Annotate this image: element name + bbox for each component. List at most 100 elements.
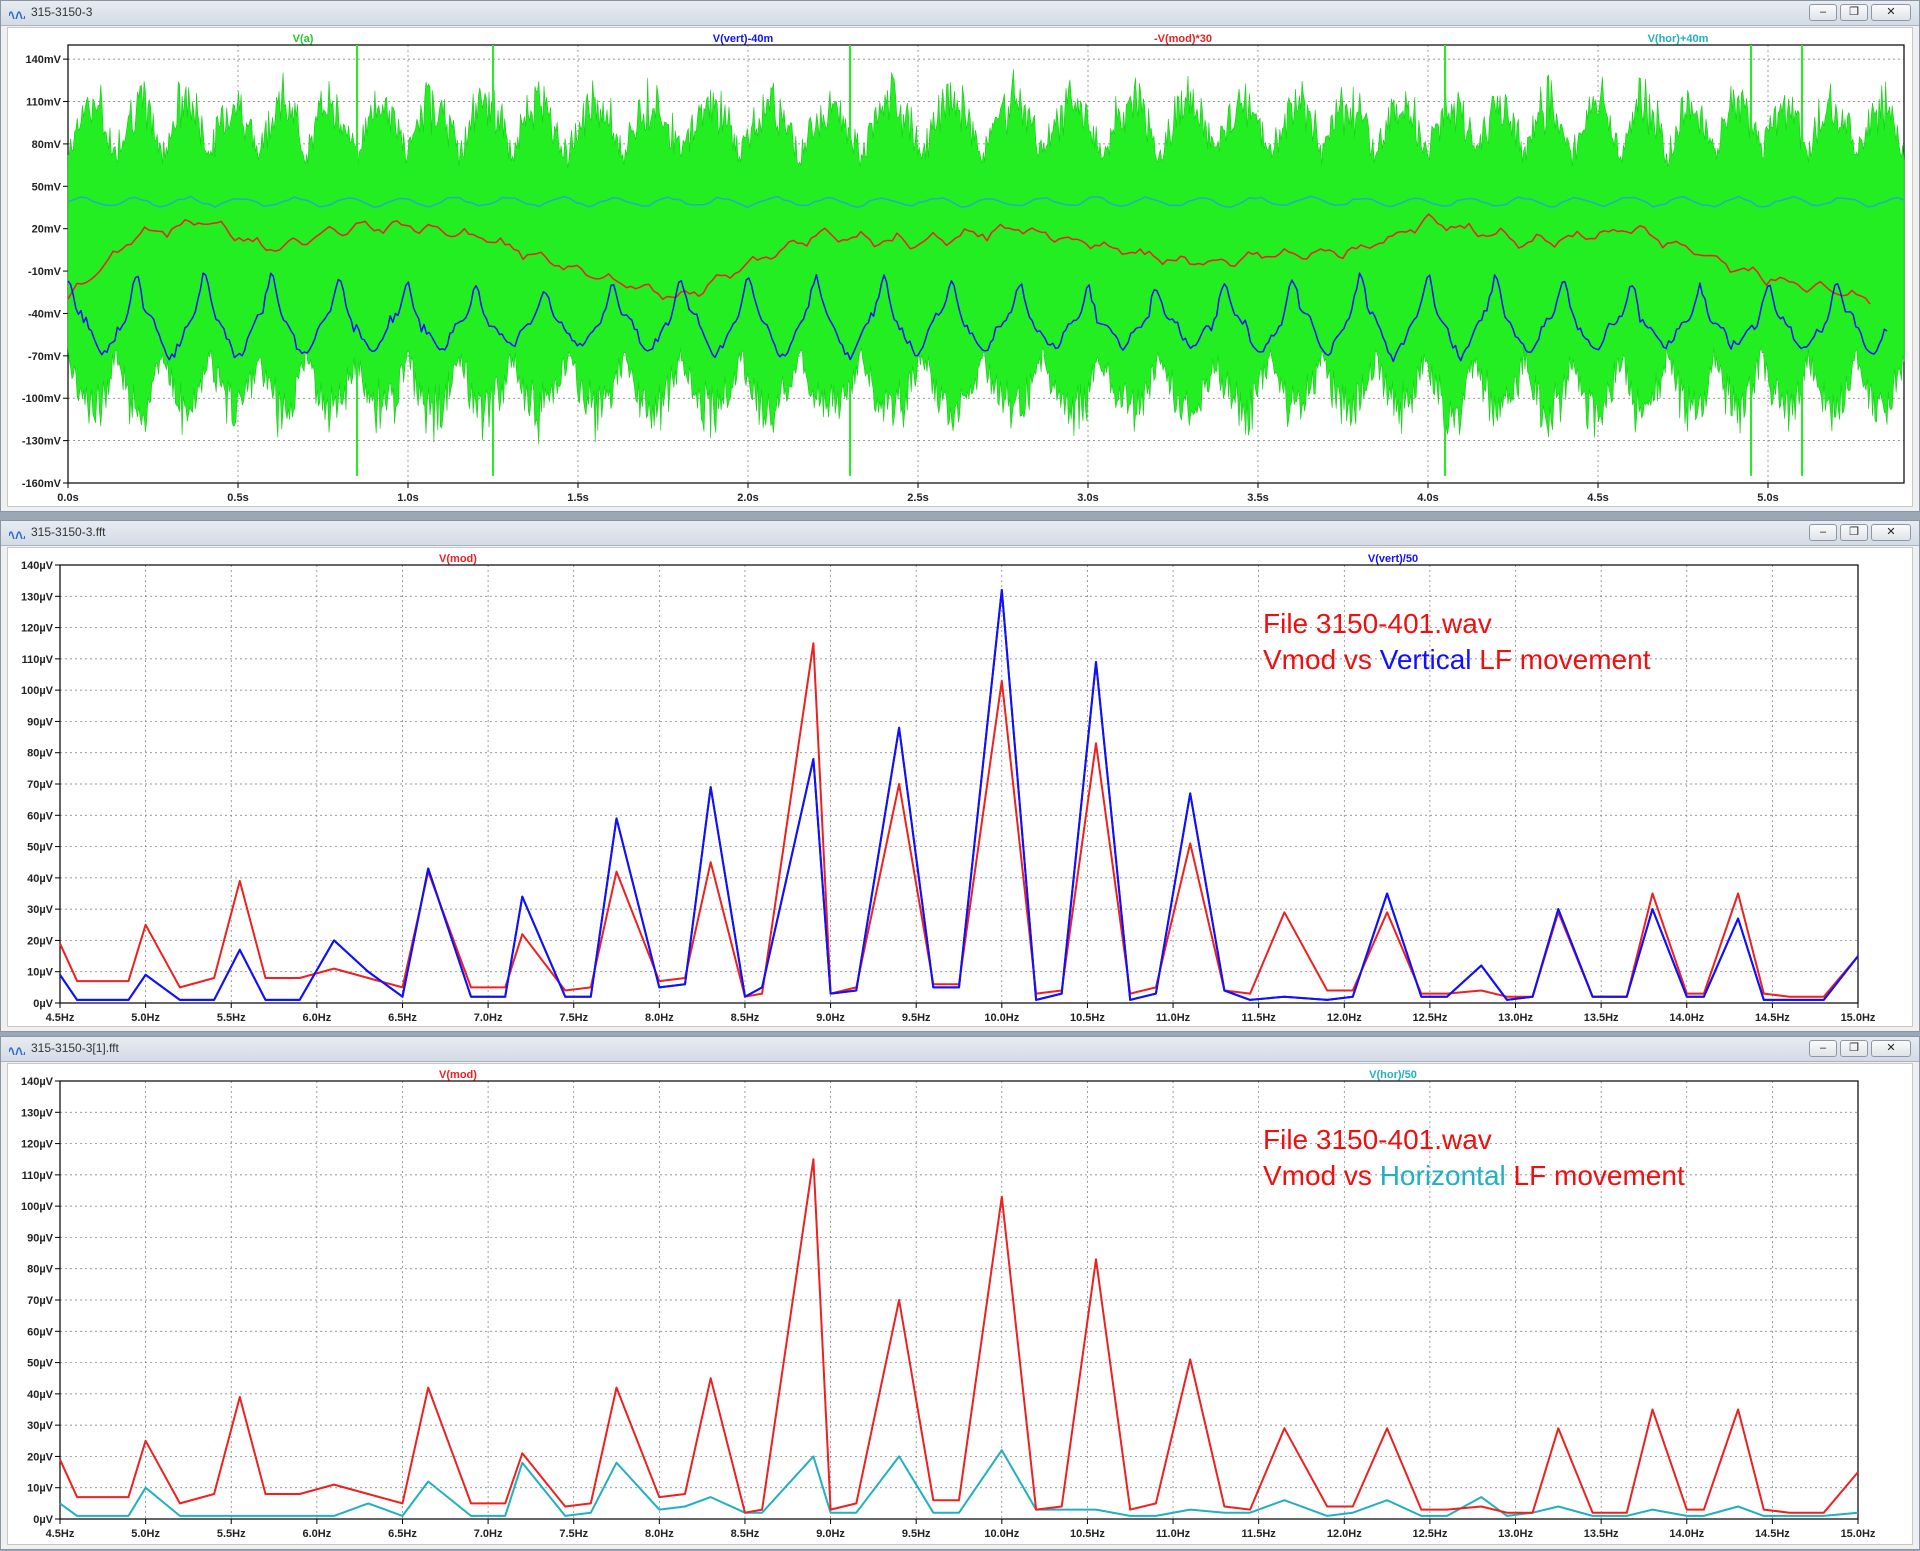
x-tick-label: 8.0Hz bbox=[645, 1528, 674, 1540]
x-tick-label: 14.5Hz bbox=[1755, 1528, 1790, 1540]
y-tick-label: 40µV bbox=[27, 1389, 54, 1401]
x-tick-label: 14.5Hz bbox=[1755, 1012, 1790, 1024]
x-tick-label: 11.0Hz bbox=[1156, 1528, 1191, 1540]
plot-frame bbox=[59, 1080, 1859, 1520]
trace-v-a bbox=[67, 69, 1905, 445]
y-tick-label: 30µV bbox=[27, 1420, 54, 1432]
y-tick-label: 80µV bbox=[27, 748, 54, 760]
y-tick-label: 130µV bbox=[21, 1107, 54, 1119]
close-button[interactable]: ✕ bbox=[1871, 1040, 1911, 1057]
close-button[interactable]: ✕ bbox=[1871, 4, 1911, 21]
x-tick-label: 13.5Hz bbox=[1584, 1528, 1619, 1540]
x-tick-label: 6.5Hz bbox=[388, 1528, 417, 1540]
minimize-icon: – bbox=[1819, 1042, 1827, 1054]
y-tick-label: 60µV bbox=[27, 810, 54, 822]
title-bar[interactable]: 315-3150-3[1].fft – ❐ ✕ bbox=[1, 1037, 1919, 1062]
y-tick-label: 50µV bbox=[27, 1358, 54, 1370]
x-tick-label: 7.5Hz bbox=[559, 1012, 588, 1024]
restore-icon: ❐ bbox=[1849, 526, 1859, 538]
x-tick-label: 9.5Hz bbox=[902, 1528, 931, 1540]
x-tick-label: 12.5Hz bbox=[1412, 1012, 1447, 1024]
legend-trace-label: V(vert)-40m bbox=[713, 33, 774, 45]
y-tick-label: 20µV bbox=[27, 1451, 54, 1463]
x-tick-label: 6.0Hz bbox=[302, 1012, 331, 1024]
y-tick-label: -10mV bbox=[28, 266, 62, 278]
x-tick-label: 12.0Hz bbox=[1327, 1012, 1362, 1024]
minimize-icon: – bbox=[1819, 6, 1827, 18]
y-tick-label: -40mV bbox=[28, 308, 62, 320]
x-tick-label: 6.0Hz bbox=[302, 1528, 331, 1540]
title-bar[interactable]: 315-3150-3 – ❐ ✕ bbox=[1, 1, 1919, 26]
x-tick-label: 14.0Hz bbox=[1669, 1012, 1704, 1024]
trace-v-vert-overlay bbox=[59, 589, 1859, 1001]
waveform-window[interactable]: 315-3150-3 – ❐ ✕ 0.0s 0.5s 1.0s 1.5s 2.0s 2.5… bbox=[0, 0, 1920, 512]
y-tick-label: -160mV bbox=[22, 478, 62, 490]
legend-trace-label: -V(mod)*30 bbox=[1154, 33, 1212, 45]
plot-area[interactable]: 4.5Hz 5.0Hz 5.5Hz 6.0Hz 6.5Hz 7.0Hz 7.5Hz 8.0Hz… bbox=[7, 547, 1913, 1027]
y-tick-label: 20µV bbox=[27, 935, 54, 947]
y-tick-label: -130mV bbox=[22, 436, 62, 448]
x-tick-label: 3.5s bbox=[1247, 492, 1268, 504]
x-tick-label: 10.0Hz bbox=[984, 1528, 1019, 1540]
restore-button[interactable]: ❐ bbox=[1840, 524, 1868, 541]
x-tick-label: 5.0Hz bbox=[131, 1528, 160, 1540]
x-tick-label: 9.0Hz bbox=[816, 1012, 845, 1024]
plot-area[interactable]: 4.5Hz 5.0Hz 5.5Hz 6.0Hz 6.5Hz 7.0Hz 7.5Hz 8.0Hz… bbox=[7, 1063, 1913, 1545]
fft-vertical-plot[interactable]: 4.5Hz 5.0Hz 5.5Hz 6.0Hz 6.5Hz 7.0Hz 7.5Hz 8.0Hz… bbox=[8, 548, 1914, 1028]
title-bar[interactable]: 315-3150-3.fft – ❐ ✕ bbox=[1, 521, 1919, 546]
waveform-app-icon bbox=[9, 11, 25, 19]
x-tick-label: 9.0Hz bbox=[816, 1528, 845, 1540]
waveform-plot[interactable]: 0.0s 0.5s 1.0s 1.5s 2.0s 2.5s 3.0s 3.5s 4.0s 4.5s… bbox=[8, 28, 1914, 508]
minimize-button[interactable]: – bbox=[1809, 1040, 1837, 1057]
annotation-file-name: File 3150-401.wav bbox=[1263, 1124, 1492, 1155]
x-tick-label: 1.5s bbox=[567, 492, 588, 504]
y-tick-label: 130µV bbox=[21, 591, 54, 603]
x-tick-label: 1.0s bbox=[397, 492, 418, 504]
x-tick-label: 5.5Hz bbox=[217, 1012, 246, 1024]
y-tick-label: -100mV bbox=[22, 393, 62, 405]
y-tick-label: 140mV bbox=[26, 54, 62, 66]
y-tick-label: 140µV bbox=[21, 560, 54, 572]
x-tick-label: 13.0Hz bbox=[1498, 1012, 1533, 1024]
y-tick-label: 60µV bbox=[27, 1326, 54, 1338]
x-tick-label: 7.5Hz bbox=[559, 1528, 588, 1540]
y-tick-label: 110mV bbox=[26, 97, 62, 109]
restore-icon: ❐ bbox=[1849, 6, 1859, 18]
window-title: 315-3150-3[1].fft bbox=[31, 1041, 119, 1055]
x-tick-label: 5.0Hz bbox=[131, 1012, 160, 1024]
x-tick-label: 6.5Hz bbox=[388, 1012, 417, 1024]
annotation-description: Vmod vs Vertical LF movement bbox=[1263, 644, 1651, 675]
minimize-button[interactable]: – bbox=[1809, 4, 1837, 21]
plot-area[interactable]: 0.0s 0.5s 1.0s 1.5s 2.0s 2.5s 3.0s 3.5s 4.0s 4.5s… bbox=[7, 27, 1913, 507]
x-tick-label: 13.0Hz bbox=[1498, 1528, 1533, 1540]
minimize-icon: – bbox=[1819, 526, 1827, 538]
x-tick-label: 13.5Hz bbox=[1584, 1012, 1619, 1024]
x-tick-label: 5.0s bbox=[1757, 492, 1778, 504]
y-tick-label: 90µV bbox=[27, 1232, 54, 1244]
annotation-file-name: File 3150-401.wav bbox=[1263, 608, 1492, 639]
x-tick-label: 0.0s bbox=[57, 492, 78, 504]
fft-vertical-window[interactable]: 315-3150-3.fft – ❐ ✕ 4.5Hz 5.0Hz 5.5Hz 6.0H… bbox=[0, 520, 1920, 1032]
y-tick-label: 0µV bbox=[33, 998, 53, 1010]
plot-frame bbox=[59, 564, 1859, 1004]
close-button[interactable]: ✕ bbox=[1871, 524, 1911, 541]
fft-horizontal-plot[interactable]: 4.5Hz 5.0Hz 5.5Hz 6.0Hz 6.5Hz 7.0Hz 7.5Hz 8.0Hz… bbox=[8, 1064, 1914, 1546]
legend-trace-label: V(hor)+40m bbox=[1648, 33, 1709, 45]
y-tick-label: 140µV bbox=[21, 1076, 54, 1088]
y-tick-label: 40µV bbox=[27, 873, 54, 885]
fft-horizontal-window[interactable]: 315-3150-3[1].fft – ❐ ✕ 4.5Hz 5.0Hz 5.5Hz 6… bbox=[0, 1036, 1920, 1550]
y-tick-label: 100µV bbox=[21, 1201, 54, 1213]
restore-button[interactable]: ❐ bbox=[1840, 1040, 1868, 1057]
x-tick-label: 14.0Hz bbox=[1669, 1528, 1704, 1540]
trace-v-vert bbox=[67, 272, 1888, 363]
restore-button[interactable]: ❐ bbox=[1840, 4, 1868, 21]
x-tick-label: 12.0Hz bbox=[1327, 1528, 1362, 1540]
x-tick-label: 11.0Hz bbox=[1156, 1012, 1191, 1024]
minimize-button[interactable]: – bbox=[1809, 524, 1837, 541]
legend-trace-label: V(a) bbox=[293, 33, 314, 45]
window-title: 315-3150-3 bbox=[31, 5, 93, 19]
x-tick-label: 12.5Hz bbox=[1412, 1528, 1447, 1540]
x-tick-label: 11.5Hz bbox=[1242, 1012, 1277, 1024]
x-tick-label: 15.0Hz bbox=[1841, 1528, 1876, 1540]
close-icon: ✕ bbox=[1886, 526, 1896, 538]
